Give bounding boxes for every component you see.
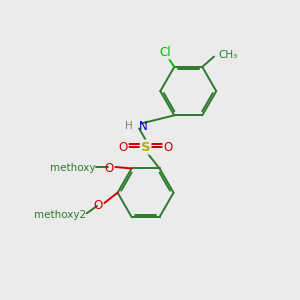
Text: methoxy2: methoxy2	[34, 210, 86, 220]
Text: methoxy: methoxy	[50, 163, 95, 173]
Text: O: O	[105, 162, 114, 175]
Text: Cl: Cl	[160, 46, 171, 59]
Text: O: O	[119, 141, 128, 154]
Text: N: N	[139, 120, 148, 133]
Text: S: S	[141, 141, 150, 154]
Text: CH₃: CH₃	[218, 50, 238, 60]
Text: O: O	[163, 141, 172, 154]
Text: O: O	[94, 200, 103, 212]
Text: H: H	[124, 121, 132, 131]
